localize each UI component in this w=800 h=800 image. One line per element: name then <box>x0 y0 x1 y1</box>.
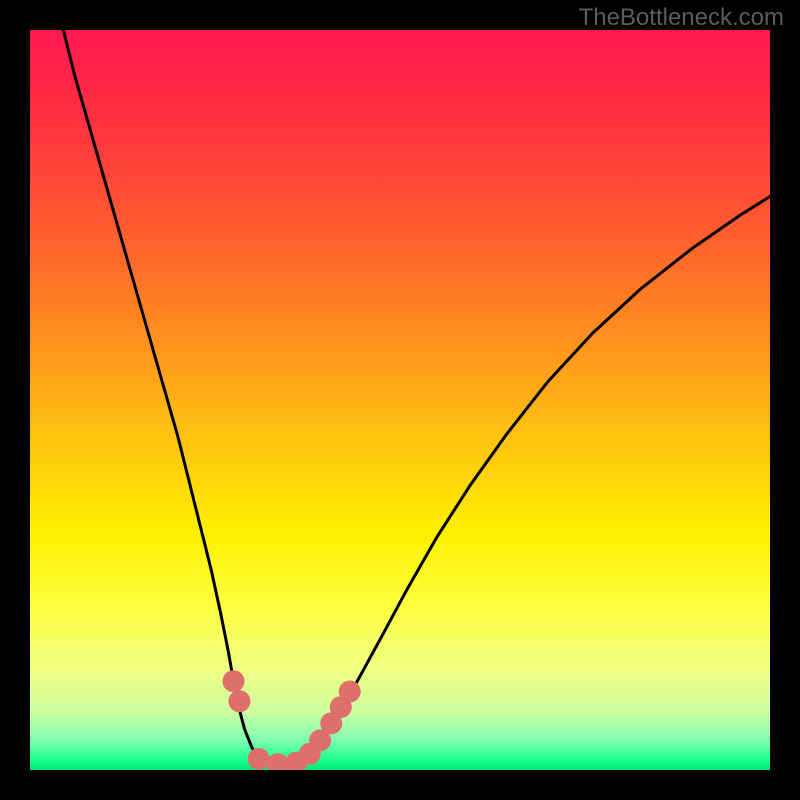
marker-dot <box>228 690 250 712</box>
marker-dot <box>223 670 245 692</box>
marker-dot <box>248 748 270 770</box>
bottleneck-chart <box>30 30 770 770</box>
watermark-text: TheBottleneck.com <box>579 4 784 32</box>
marker-dot <box>339 681 361 703</box>
plot-background <box>30 30 770 770</box>
